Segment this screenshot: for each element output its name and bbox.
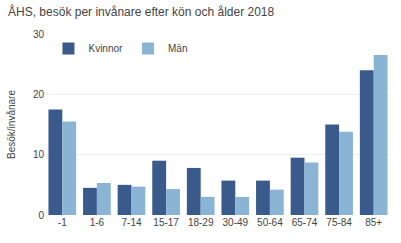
svg-text:Besök/invånare: Besök/invånare bbox=[6, 90, 17, 159]
svg-text:-1: -1 bbox=[58, 217, 67, 228]
svg-text:15-17: 15-17 bbox=[153, 217, 179, 228]
svg-text:7-14: 7-14 bbox=[121, 217, 141, 228]
svg-text:75-84: 75-84 bbox=[326, 217, 352, 228]
svg-text:10: 10 bbox=[33, 149, 45, 160]
svg-text:50-64: 50-64 bbox=[257, 217, 283, 228]
svg-text:0: 0 bbox=[38, 210, 44, 221]
svg-text:30: 30 bbox=[33, 29, 45, 40]
svg-text:65-74: 65-74 bbox=[292, 217, 318, 228]
svg-text:Kvinnor: Kvinnor bbox=[88, 43, 123, 54]
svg-text:85+: 85+ bbox=[365, 217, 382, 228]
svg-text:30-49: 30-49 bbox=[223, 217, 249, 228]
svg-text:20: 20 bbox=[33, 89, 45, 100]
svg-text:ÅHS, besök per invånare efter: ÅHS, besök per invånare efter kön och ål… bbox=[8, 4, 274, 19]
svg-text:1-6: 1-6 bbox=[90, 217, 105, 228]
svg-text:Män: Män bbox=[168, 43, 187, 54]
svg-text:18-29: 18-29 bbox=[188, 217, 214, 228]
